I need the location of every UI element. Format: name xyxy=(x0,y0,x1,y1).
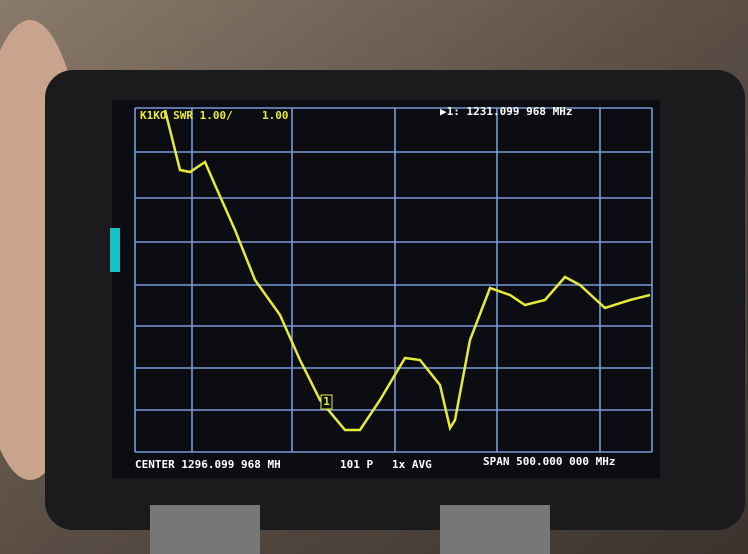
span: SPAN 500.000 000 MHz xyxy=(483,455,615,468)
marker-label: 1 xyxy=(323,395,330,408)
reference-marker xyxy=(110,228,120,272)
scale-label: 1.00 xyxy=(262,109,289,122)
trace-label: K1KO SWR 1.00/ xyxy=(140,109,233,122)
trace xyxy=(163,109,651,432)
averaging: 1x AVG xyxy=(392,458,432,471)
marker-box xyxy=(320,394,333,410)
connector xyxy=(440,505,550,554)
points: 101 P xyxy=(340,458,373,471)
screen xyxy=(112,100,660,478)
grid xyxy=(134,107,653,453)
center-frequency: CENTER 1296.099 968 MH xyxy=(135,458,281,471)
marker-readout: ▶1: 1231.099 968 MHz xyxy=(440,105,572,118)
connector xyxy=(150,505,260,554)
